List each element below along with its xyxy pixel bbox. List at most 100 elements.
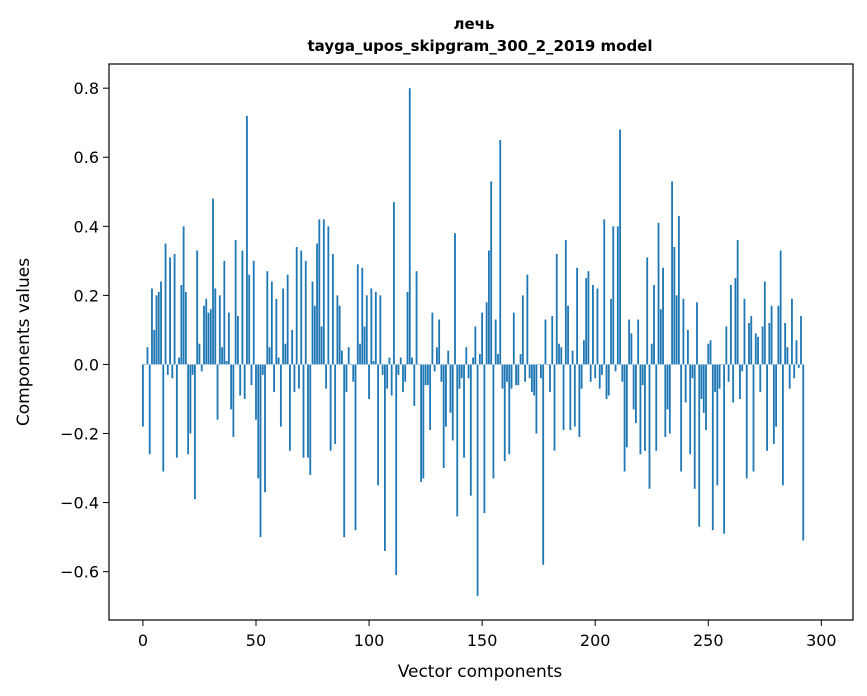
bar bbox=[216, 364, 219, 420]
bar bbox=[408, 88, 411, 365]
bar bbox=[650, 343, 653, 365]
bar bbox=[381, 364, 384, 375]
bar bbox=[594, 364, 597, 379]
bar bbox=[754, 333, 757, 365]
bar bbox=[637, 319, 640, 365]
bar bbox=[786, 347, 789, 365]
bar bbox=[553, 364, 556, 451]
bar bbox=[766, 364, 768, 451]
bar bbox=[585, 278, 588, 365]
bar bbox=[784, 323, 787, 365]
bar bbox=[289, 364, 291, 451]
bar bbox=[781, 364, 784, 486]
bar bbox=[173, 253, 176, 365]
bar bbox=[166, 364, 169, 375]
y-tick-label: 0.6 bbox=[74, 148, 99, 167]
bar bbox=[770, 305, 773, 365]
bar bbox=[415, 271, 418, 365]
bar bbox=[411, 357, 413, 365]
bar bbox=[286, 274, 289, 365]
bar bbox=[259, 364, 262, 538]
bar bbox=[734, 278, 737, 365]
bar bbox=[693, 364, 696, 489]
bar bbox=[295, 247, 298, 365]
bar bbox=[465, 347, 468, 365]
bar bbox=[180, 285, 183, 365]
bar bbox=[417, 364, 420, 365]
bar bbox=[361, 267, 364, 365]
bar bbox=[359, 343, 361, 365]
bar bbox=[603, 219, 606, 365]
bar bbox=[277, 357, 280, 365]
bar bbox=[273, 364, 275, 393]
bar bbox=[318, 219, 321, 365]
bar bbox=[257, 364, 260, 479]
bar bbox=[205, 298, 208, 365]
bar bbox=[635, 364, 637, 424]
bar bbox=[241, 250, 244, 365]
bar bbox=[691, 364, 694, 379]
bar bbox=[668, 364, 671, 434]
bar bbox=[300, 250, 303, 365]
bar bbox=[209, 309, 212, 365]
bar bbox=[497, 354, 499, 365]
bar bbox=[795, 340, 798, 365]
bar bbox=[184, 291, 187, 365]
bar bbox=[741, 364, 744, 372]
bar bbox=[589, 364, 592, 382]
bar bbox=[542, 364, 545, 565]
bar bbox=[191, 364, 194, 375]
bar bbox=[413, 364, 416, 406]
bar bbox=[662, 267, 664, 365]
bar bbox=[759, 364, 762, 393]
bar bbox=[723, 364, 726, 534]
bar bbox=[748, 323, 750, 365]
bar bbox=[304, 260, 307, 365]
bar bbox=[632, 364, 635, 410]
x-tick-label: 300 bbox=[806, 631, 837, 650]
bar bbox=[492, 364, 495, 479]
bar bbox=[354, 364, 357, 531]
bar bbox=[677, 215, 680, 365]
bar bbox=[399, 357, 402, 365]
x-tick-label: 250 bbox=[693, 631, 724, 650]
bar bbox=[343, 364, 346, 538]
bar bbox=[445, 364, 447, 427]
bar bbox=[580, 364, 583, 389]
bar bbox=[264, 364, 266, 493]
bar bbox=[711, 364, 714, 531]
bar bbox=[393, 202, 395, 365]
bar bbox=[540, 364, 542, 379]
bar bbox=[372, 360, 375, 365]
bar bbox=[720, 364, 723, 365]
bar bbox=[350, 364, 352, 365]
bar bbox=[307, 364, 309, 458]
bar bbox=[160, 281, 162, 365]
bar bbox=[227, 312, 230, 365]
bar bbox=[612, 226, 615, 365]
bar bbox=[370, 288, 373, 365]
y-tick-label: 0.8 bbox=[74, 79, 99, 98]
bar bbox=[234, 240, 237, 365]
bar bbox=[422, 364, 425, 479]
bar bbox=[248, 274, 251, 365]
bar bbox=[562, 364, 565, 431]
bar bbox=[379, 295, 382, 365]
bar bbox=[727, 364, 730, 382]
y-axis-ticks: −0.6 −0.4 −0.2 0.0 0.2 0.4 0.6 0.8 bbox=[60, 79, 109, 582]
bar bbox=[148, 364, 151, 455]
y-tick-label: 0.0 bbox=[74, 355, 99, 374]
bar bbox=[510, 364, 513, 389]
bar bbox=[169, 257, 171, 365]
bar bbox=[347, 347, 350, 365]
bar bbox=[232, 364, 235, 437]
bar bbox=[628, 319, 631, 365]
bar bbox=[456, 364, 459, 517]
bar bbox=[519, 354, 522, 365]
bar bbox=[420, 364, 422, 482]
bar bbox=[544, 319, 547, 365]
bar bbox=[153, 329, 156, 365]
bar bbox=[424, 364, 427, 386]
